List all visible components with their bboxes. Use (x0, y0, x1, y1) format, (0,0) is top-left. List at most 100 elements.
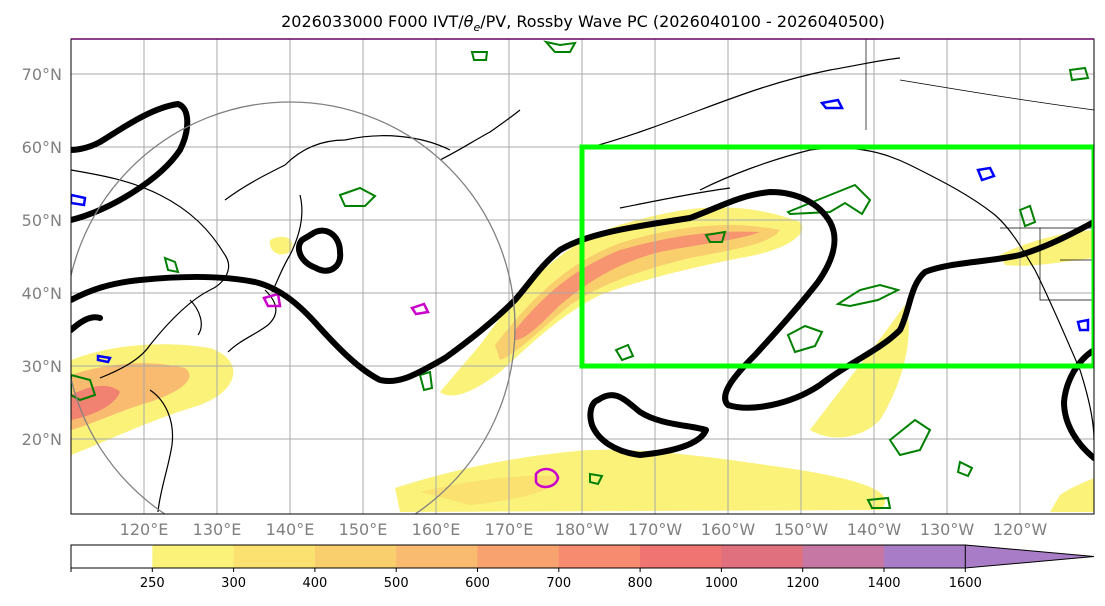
theta-e-3 (786, 324, 824, 354)
lat-label: 70°N (22, 65, 62, 84)
theta-e-1 (786, 183, 872, 216)
lon-label: 170°E (485, 520, 534, 539)
theta-e-5 (338, 186, 377, 207)
colorbar-segment (233, 545, 316, 568)
pv-magenta-2 (410, 302, 430, 316)
colorbar-outline (70, 544, 966, 569)
coastlines (71, 57, 1094, 513)
map-content (71, 39, 1094, 514)
lon-labels: 120°E 130°E 140°E 150°E 160°E 170°E 180°… (120, 520, 1048, 539)
ivt-plume-main (440, 207, 803, 396)
theta-e-17 (589, 472, 604, 486)
colorbar-label: 250 (140, 576, 165, 591)
border-canada-internal (899, 79, 1094, 111)
lon-label: 130°W (920, 520, 975, 539)
theta-e-15 (470, 51, 489, 61)
coast-korea (189, 299, 202, 336)
ivt-japan-spot (269, 236, 293, 255)
colorbar-label: 1000 (705, 576, 738, 591)
ivt-east (810, 305, 909, 438)
colorbar-label: 300 (221, 576, 246, 591)
colorbar-label: 1200 (786, 576, 819, 591)
ivt-west-mid (71, 363, 190, 430)
lat-label: 20°N (22, 430, 62, 449)
rossby-contour-northwest (71, 101, 191, 223)
coast-kamchatka (439, 109, 521, 161)
lon-label: 140°E (266, 520, 315, 539)
colorbar-label: 600 (465, 576, 490, 591)
lat-labels: 20°N 30°N 40°N 50°N 60°N 70°N (22, 65, 62, 449)
theta-e-12 (866, 496, 892, 509)
colorbar-segment (396, 545, 478, 568)
coast-sakhalin (271, 194, 303, 293)
lon-label: 150°E (339, 520, 388, 539)
colorbar-segment (721, 545, 804, 568)
pv-blue-1 (976, 166, 996, 182)
theta-e-16 (418, 370, 434, 392)
theta-e-8 (704, 230, 727, 243)
colorbar: 250 300 400 500 600 700 800 1000 1200 1400 1600 (70, 544, 1095, 591)
pv-blue-4 (96, 354, 112, 364)
theta-e-4 (888, 418, 932, 457)
lat-label: 40°N (22, 284, 62, 303)
colorbar-segment (884, 545, 966, 568)
colorbar-label: 700 (546, 576, 571, 591)
theta-e-contours (71, 40, 1090, 509)
coast-philippines (149, 389, 174, 513)
ivt-plume-core (515, 231, 760, 340)
coast-asia (71, 169, 230, 379)
pv-contours (71, 98, 1090, 489)
theta-e-11 (956, 460, 974, 478)
lat-label: 30°N (22, 357, 62, 376)
colorbar-segment (314, 545, 397, 568)
coast-aleutians (619, 187, 731, 209)
border-states-1 (1039, 228, 1094, 301)
colorbar-label: 500 (384, 576, 409, 591)
rossby-contour-east (1061, 347, 1094, 461)
pv-blue-3 (71, 193, 87, 207)
lat-label: 50°N (22, 211, 62, 230)
colorbar-segment (640, 545, 722, 568)
theta-e-10 (163, 256, 180, 274)
ivt-south-mid (420, 475, 560, 505)
colorbar-segment (71, 545, 153, 568)
colorbar-segment (558, 545, 641, 568)
colorbar-label: 1400 (867, 576, 900, 591)
lon-label: 140°W (847, 520, 902, 539)
rossby-contour-west-stub (71, 314, 103, 333)
theta-e-9 (71, 373, 97, 402)
lon-label: 150°W (774, 520, 829, 539)
colorbar-segment (802, 545, 885, 568)
lat-label: 60°N (22, 138, 62, 157)
theta-e-2 (835, 283, 901, 308)
lon-label: 130°E (193, 520, 242, 539)
lon-label: 160°W (701, 520, 756, 539)
analysis-box (579, 144, 1094, 369)
colorbar-extend-arrow (964, 544, 1095, 569)
ivt-southeast (1050, 478, 1094, 512)
theta-e-7 (614, 343, 635, 362)
chart-title: 2026033000 F000 IVT/θe/PV, Rossby Wave P… (281, 12, 885, 34)
rossby-contour-loop (295, 227, 344, 274)
coast-russia (224, 135, 451, 201)
pv-magenta-1 (262, 292, 282, 308)
pv-blue-2 (819, 98, 845, 110)
rossby-wave-contours (71, 101, 1094, 461)
rossby-contour-main (71, 189, 1094, 411)
lon-label: 160°E (412, 520, 461, 539)
coast-japan (227, 289, 277, 353)
lon-label: 170°W (628, 520, 683, 539)
theta-e-13 (1018, 204, 1037, 228)
lon-label: 180°W (555, 520, 610, 539)
lon-label: 120°W (993, 520, 1048, 539)
theta-e-14 (1068, 66, 1090, 82)
colorbar-label: 800 (628, 576, 653, 591)
reference-circle (71, 101, 516, 514)
colorbar-segment (477, 545, 560, 568)
colorbar-label: 400 (302, 576, 327, 591)
coast-alaska-north (579, 57, 901, 151)
pv-blue-5 (1076, 318, 1090, 332)
colorbar-segment (152, 545, 235, 568)
lon-label: 120°E (120, 520, 169, 539)
